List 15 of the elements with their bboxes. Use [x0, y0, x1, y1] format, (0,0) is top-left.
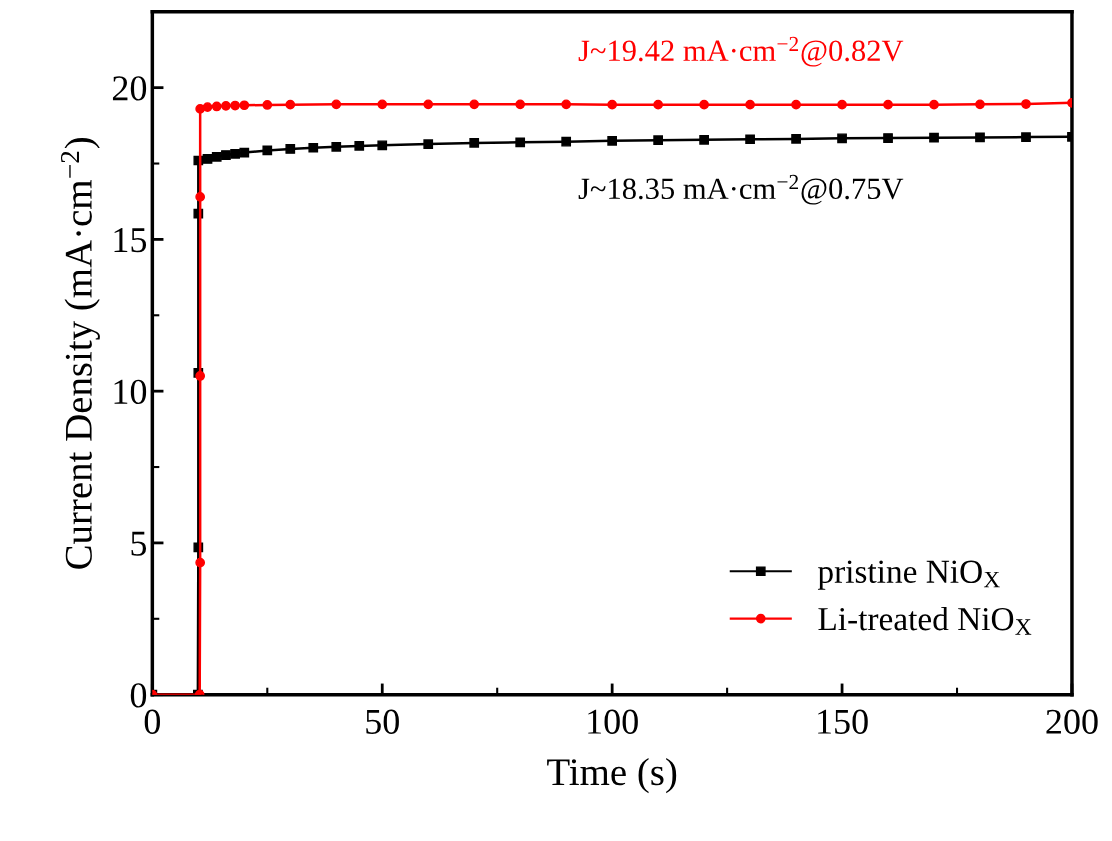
y-tick-label: 5 [131, 531, 147, 556]
x-tick-label: 150 [818, 709, 868, 734]
legend-label: Li-treated NiO$_{X}$ [818, 606, 1032, 635]
y-tick-label: 0 [130, 683, 147, 708]
annotation: J~19.42 mA·cm$^{−2}$@0.82V [578, 36, 904, 67]
x-tick-label: 100 [588, 709, 638, 734]
y-axis-title: Current Density (mA·cm$^{−2}$) [60, 138, 100, 569]
y-tick-label: 20 [112, 76, 147, 101]
y-tick-label: 15 [114, 228, 147, 253]
y-tick-label: 10 [114, 379, 147, 405]
x-tick-label: 200 [1046, 709, 1098, 734]
x-axis-title: Time (s) [547, 757, 677, 794]
x-tick-label: 50 [366, 709, 399, 734]
annotation: J~18.35 mA·cm$^{−2}$@0.75V [578, 174, 904, 205]
legend-label: pristine NiO$_{X}$ [817, 560, 1000, 590]
